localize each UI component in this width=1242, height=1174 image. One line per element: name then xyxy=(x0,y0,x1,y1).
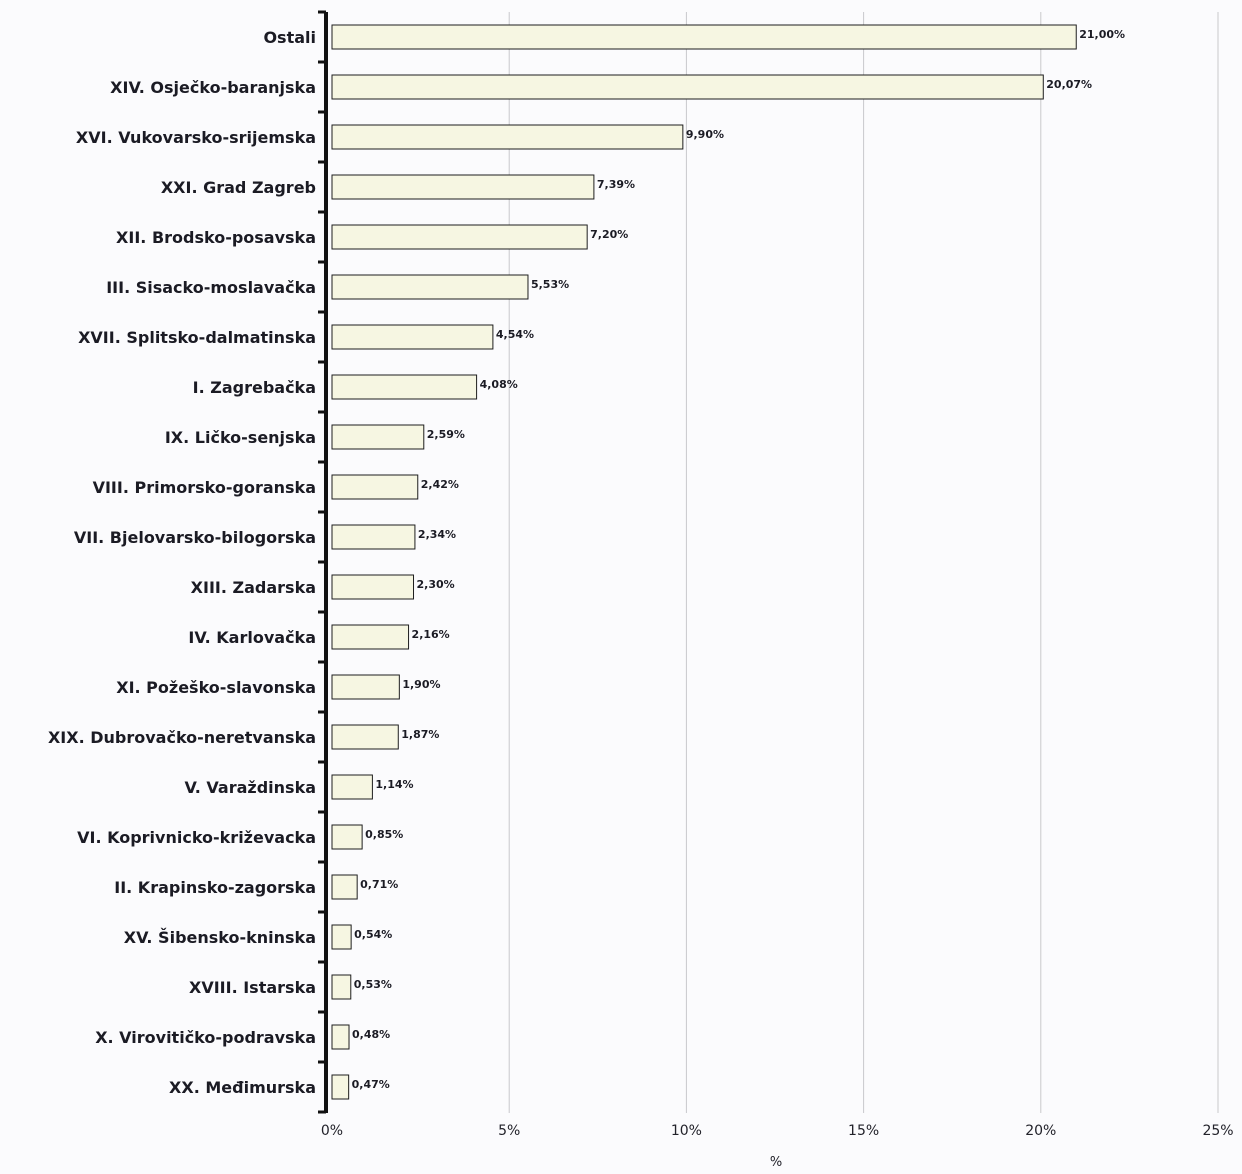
bar xyxy=(331,424,425,450)
category-label: XII. Brodsko-posavska xyxy=(116,228,316,247)
value-label: 0,53% xyxy=(354,978,392,991)
category-label: X. Virovitičko-podravska xyxy=(95,1028,316,1047)
bar xyxy=(331,824,363,850)
category-label: XX. Međimurska xyxy=(169,1078,316,1097)
x-tick-label: 10% xyxy=(671,1123,702,1139)
bar xyxy=(331,374,478,400)
value-label: 4,54% xyxy=(496,328,534,341)
value-label: 0,48% xyxy=(352,1028,390,1041)
category-label: XIII. Zadarska xyxy=(191,578,316,597)
category-label: XVII. Splitsko-dalmatinska xyxy=(78,328,316,347)
bars xyxy=(331,24,1077,1100)
category-label: XV. Šibensko-kninska xyxy=(124,928,316,947)
value-label: 0,47% xyxy=(352,1078,390,1091)
category-label: XXI. Grad Zagreb xyxy=(161,178,316,197)
value-label: 2,59% xyxy=(427,428,465,441)
bar xyxy=(331,224,588,250)
x-tick-label: 25% xyxy=(1202,1123,1233,1139)
bar xyxy=(331,274,529,300)
value-label: 1,14% xyxy=(375,778,413,791)
bar xyxy=(331,324,494,350)
bar xyxy=(331,524,416,550)
bar xyxy=(331,874,358,900)
category-label: XIV. Osječko-baranjska xyxy=(110,78,316,97)
value-label: 7,20% xyxy=(590,228,628,241)
value-label: 0,71% xyxy=(360,878,398,891)
category-label: XVI. Vukovarsko-srijemska xyxy=(76,128,316,147)
bar xyxy=(331,474,419,500)
bar xyxy=(331,574,415,600)
value-label: 0,54% xyxy=(354,928,392,941)
category-label: VIII. Primorsko-goranska xyxy=(93,478,316,497)
bar xyxy=(331,24,1077,50)
x-tick-label: 15% xyxy=(848,1123,879,1139)
x-tick-label: 0% xyxy=(321,1123,343,1139)
bar xyxy=(331,724,399,750)
bar xyxy=(331,974,352,1000)
bar xyxy=(331,124,684,150)
value-label: 2,42% xyxy=(421,478,459,491)
value-label: 7,39% xyxy=(597,178,635,191)
value-label: 9,90% xyxy=(686,128,724,141)
bar xyxy=(331,174,595,200)
y-axis xyxy=(318,10,328,1114)
value-label: 1,87% xyxy=(401,728,439,741)
x-tick-label: 5% xyxy=(498,1123,520,1139)
category-label: I. Zagrebačka xyxy=(193,378,316,397)
value-label: 2,30% xyxy=(417,578,455,591)
value-label: 4,08% xyxy=(480,378,518,391)
value-label: 21,00% xyxy=(1079,28,1125,41)
category-label: XIX. Dubrovačko-neretvanska xyxy=(48,728,316,747)
value-label: 2,34% xyxy=(418,528,456,541)
category-label: XI. Požeško-slavonska xyxy=(116,678,316,697)
bar xyxy=(331,924,352,950)
category-label: VI. Koprivnicko-križevacka xyxy=(77,828,316,847)
category-label: IX. Ličko-senjska xyxy=(165,428,316,447)
x-tick-label: 20% xyxy=(1025,1123,1056,1139)
gridlines xyxy=(508,12,1219,1113)
category-label: V. Varaždinska xyxy=(184,778,316,797)
value-label: 1,90% xyxy=(402,678,440,691)
category-label: IV. Karlovačka xyxy=(188,628,316,647)
category-label: Ostali xyxy=(263,28,316,47)
value-label: 20,07% xyxy=(1046,78,1092,91)
value-label: 2,16% xyxy=(412,628,450,641)
bar xyxy=(331,1074,350,1100)
bar xyxy=(331,624,410,650)
bar xyxy=(331,774,373,800)
x-axis-title: % xyxy=(770,1155,782,1170)
value-label: 5,53% xyxy=(531,278,569,291)
value-label: 0,85% xyxy=(365,828,403,841)
category-label: VII. Bjelovarsko-bilogorska xyxy=(74,528,316,547)
bar xyxy=(331,674,400,700)
category-label: II. Krapinsko-zagorska xyxy=(114,878,316,897)
category-label: III. Sisacko-moslavačka xyxy=(106,278,316,297)
labels: 0% 5% 10% 15% 20% 25% Ostali 21,00% XIV. Osječko… xyxy=(48,28,1234,1139)
category-label: XVIII. Istarska xyxy=(189,978,316,997)
bar xyxy=(331,1024,350,1050)
bar xyxy=(331,74,1044,100)
